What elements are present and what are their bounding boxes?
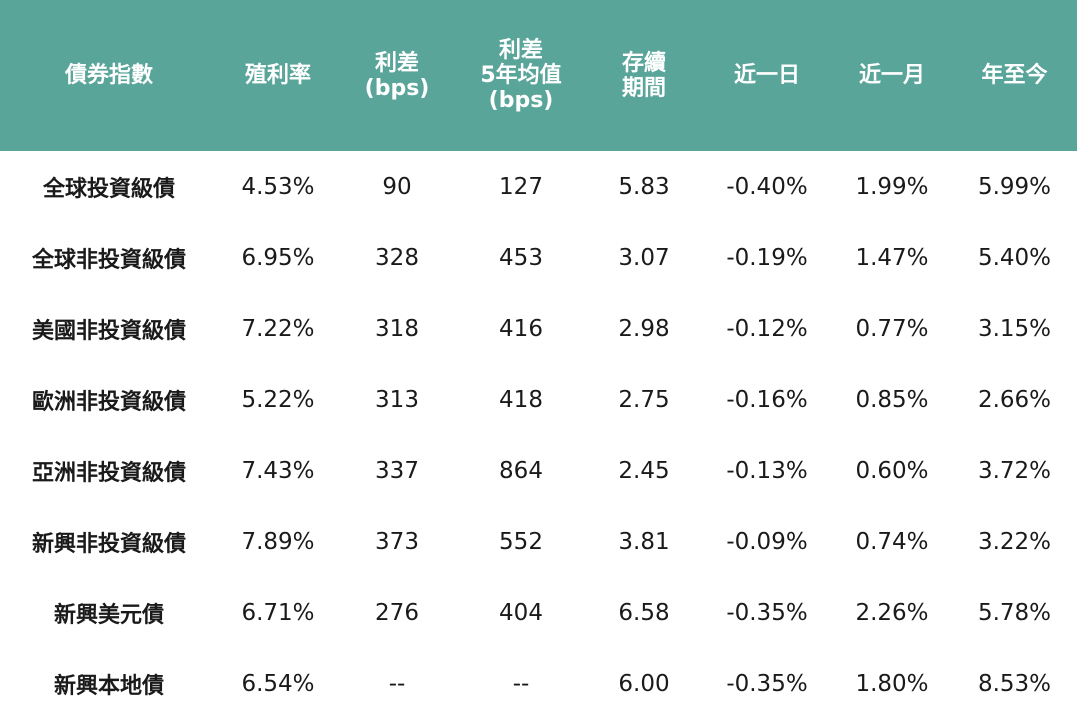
change-1m-cell: 0.85%	[855, 386, 929, 413]
change-1d-cell: -0.40%	[726, 173, 808, 200]
duration-cell: 6.00	[618, 670, 670, 697]
change-1d-cell: -0.35%	[726, 670, 808, 697]
spread-5y-avg-cell: 552	[499, 528, 543, 555]
header-1d: 近一日	[733, 63, 800, 88]
spread-cell: 328	[375, 244, 419, 271]
yield-cell: 4.53%	[241, 173, 315, 200]
table-row: 歐洲非投資級債 5.22% 313 418 2.75 -0.16% 0.85% 2.66%	[0, 364, 1077, 435]
duration-cell: 3.07	[618, 244, 670, 271]
change-ytd-cell: 3.15%	[977, 315, 1052, 342]
index-name-cell: 新興本地債	[53, 673, 164, 699]
yield-cell: 6.95%	[241, 244, 315, 271]
header-bond-index: 債券指數	[64, 63, 153, 88]
index-name-cell: 全球投資級債	[42, 176, 175, 202]
spread-5y-avg-cell: 416	[499, 315, 543, 342]
header-spread: 利差 (bps)	[364, 50, 430, 101]
spread-cell: 313	[375, 386, 419, 413]
change-1m-cell: 0.77%	[855, 315, 929, 342]
change-ytd-cell: 5.40%	[977, 244, 1052, 271]
spread-5y-avg-cell: 127	[499, 173, 543, 200]
yield-cell: 6.71%	[241, 599, 315, 626]
table-row: 新興美元債 6.71% 276 404 6.58 -0.35% 2.26% 5.78%	[0, 577, 1077, 648]
spread-cell: 318	[375, 315, 419, 342]
header-spread-5y-avg: 利差 5年均值 (bps)	[480, 38, 562, 113]
change-ytd-cell: 8.53%	[977, 670, 1052, 697]
index-name-cell: 歐洲非投資級債	[31, 389, 186, 415]
table-row: 全球非投資級債 6.95% 328 453 3.07 -0.19% 1.47% 5.40%	[0, 222, 1077, 293]
spread-cell: 90	[382, 173, 412, 200]
table-row: 亞洲非投資級債 7.43% 337 864 2.45 -0.13% 0.60% 3.72%	[0, 435, 1077, 506]
spread-5y-avg-cell: 418	[499, 386, 543, 413]
table-body: 全球投資級債 4.53% 90 127 5.83 -0.40% 1.99% 5.99% 全球非投…	[0, 151, 1077, 719]
yield-cell: 6.54%	[241, 670, 315, 697]
table-header: 債券指數 殖利率 利差 (bps) 利差 5年均值 (bps) 存續 期間 近一…	[0, 0, 1077, 151]
table-row: 新興非投資級債 7.89% 373 552 3.81 -0.09% 0.74% 3.22%	[0, 506, 1077, 577]
index-name-cell: 新興非投資級債	[31, 531, 186, 557]
header-row: 債券指數 殖利率 利差 (bps) 利差 5年均值 (bps) 存續 期間 近一…	[0, 0, 1077, 151]
header-1m: 近一月	[858, 63, 925, 88]
index-name-cell: 新興美元債	[53, 602, 164, 628]
table-row: 美國非投資級債 7.22% 318 416 2.98 -0.12% 0.77% 3.15%	[0, 293, 1077, 364]
spread-5y-avg-cell: 404	[499, 599, 543, 626]
duration-cell: 5.83	[618, 173, 670, 200]
change-1m-cell: 0.60%	[855, 457, 929, 484]
table-row: 新興本地債 6.54% -- -- 6.00 -0.35% 1.80% 8.53%	[0, 648, 1077, 719]
header-ytd: 年至今	[981, 63, 1048, 88]
change-1d-cell: -0.09%	[726, 528, 808, 555]
change-1d-cell: -0.12%	[726, 315, 808, 342]
spread-cell: --	[388, 670, 406, 697]
yield-cell: 5.22%	[241, 386, 315, 413]
index-name-cell: 亞洲非投資級債	[31, 460, 186, 486]
change-ytd-cell: 5.99%	[977, 173, 1052, 200]
spread-cell: 337	[375, 457, 419, 484]
change-1m-cell: 1.47%	[855, 244, 929, 271]
spread-5y-avg-cell: --	[512, 670, 530, 697]
change-1m-cell: 1.99%	[855, 173, 929, 200]
change-1m-cell: 1.80%	[855, 670, 929, 697]
change-1d-cell: -0.35%	[726, 599, 808, 626]
spread-cell: 373	[375, 528, 419, 555]
change-ytd-cell: 5.78%	[977, 599, 1052, 626]
change-1d-cell: -0.19%	[726, 244, 808, 271]
change-1d-cell: -0.16%	[726, 386, 808, 413]
change-1m-cell: 0.74%	[855, 528, 929, 555]
duration-cell: 2.98	[618, 315, 670, 342]
duration-cell: 2.75	[618, 386, 670, 413]
yield-cell: 7.22%	[241, 315, 315, 342]
change-1m-cell: 2.26%	[855, 599, 929, 626]
table-row: 全球投資級債 4.53% 90 127 5.83 -0.40% 1.99% 5.99%	[0, 151, 1077, 222]
yield-cell: 7.43%	[241, 457, 315, 484]
change-ytd-cell: 3.72%	[977, 457, 1052, 484]
index-name-cell: 全球非投資級債	[31, 247, 186, 273]
duration-cell: 3.81	[618, 528, 670, 555]
duration-cell: 2.45	[618, 457, 670, 484]
change-ytd-cell: 3.22%	[977, 528, 1052, 555]
yield-cell: 7.89%	[241, 528, 315, 555]
change-ytd-cell: 2.66%	[977, 386, 1052, 413]
spread-cell: 276	[375, 599, 419, 626]
header-yield: 殖利率	[244, 63, 311, 88]
index-name-cell: 美國非投資級債	[31, 318, 186, 344]
change-1d-cell: -0.13%	[726, 457, 808, 484]
header-duration: 存續 期間	[621, 50, 666, 101]
spread-5y-avg-cell: 864	[499, 457, 543, 484]
spread-5y-avg-cell: 453	[499, 244, 543, 271]
duration-cell: 6.58	[618, 599, 670, 626]
